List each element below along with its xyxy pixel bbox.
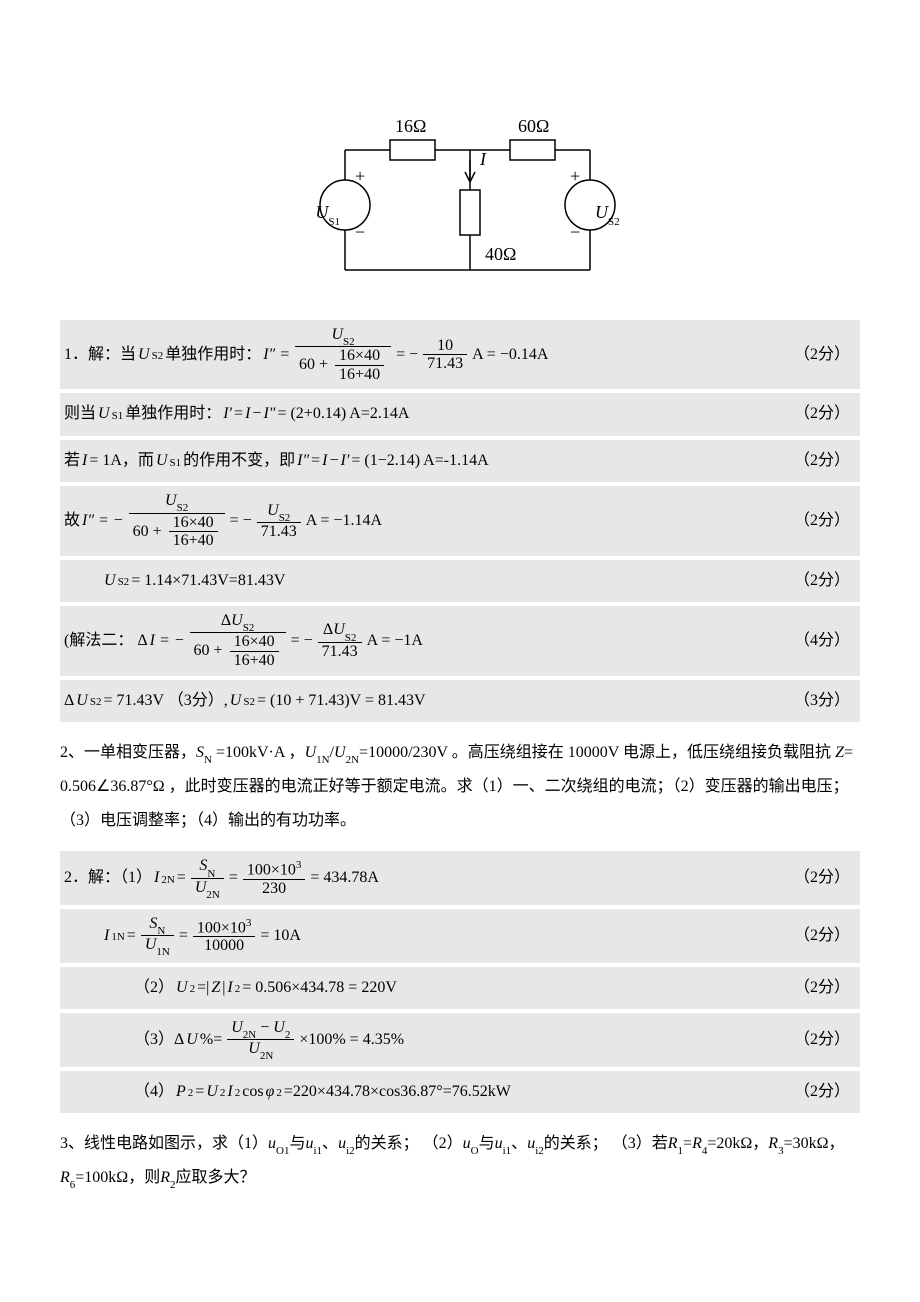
p1-row-3-content: 若I = 1A，而US1 的作用不变，即 I″ = I − I′ = (1−2.…	[64, 446, 489, 476]
circuit-diagram: 16Ω 60Ω 40Ω I + − + − US1 US2	[295, 110, 625, 300]
den: 60 + 16×4016+40	[129, 514, 225, 550]
score: （2分）	[778, 399, 850, 429]
label-r-mid: 40Ω	[485, 244, 516, 264]
text: = −	[230, 506, 252, 536]
circuit-diagram-container: 16Ω 60Ω 40Ω I + − + − US1 US2	[60, 110, 860, 300]
p1-row-5-content: US2 = 1.14×71.43V=81.43V	[64, 566, 285, 596]
score: （2分）	[778, 973, 850, 1003]
problem-1-solution: 1．解：当 US2 单独作用时： I″ = US2 60 + 16×4016+4…	[60, 320, 860, 722]
label-r-top-left: 16Ω	[395, 116, 426, 136]
score: （2分）	[778, 446, 850, 476]
den: 60 + 16×4016+40	[190, 633, 286, 669]
label-current-i: I	[479, 149, 487, 169]
sym-sub: S2	[152, 346, 164, 367]
den: 60 + 16×4016+40	[295, 347, 391, 383]
score: （4分）	[778, 626, 850, 656]
score: （2分）	[778, 1025, 850, 1055]
score: （3分）	[778, 686, 850, 716]
us2-minus: −	[570, 222, 580, 242]
den: 71.43	[318, 643, 362, 661]
text: = −	[396, 340, 418, 370]
text: (解法二： Δ	[64, 626, 148, 656]
p2-row-5-content: （4）P2=U2I2cosφ2=220×434.78×cos36.87°=76.…	[64, 1077, 511, 1107]
p1-row-6-content: (解法二： Δ I = − ΔUS2 60 + 16×4016+40 = − Δ…	[64, 612, 423, 669]
den: 71.43	[257, 523, 301, 541]
text: I″ = −	[82, 506, 124, 536]
p2-row-1-content: 2．解：（1）I2N= SNU2N = 100×103230 = 434.78A	[64, 857, 379, 899]
text: A = −0.14A	[472, 340, 548, 370]
problem-2-statement: 2、一单相变压器，SN =100kV·A ，U1N/U2N=10000/230V…	[60, 736, 860, 837]
p2-row-2-content: I1N= SNU1N = 100×10310000 = 10A	[64, 915, 301, 957]
score: （2分）	[778, 1077, 850, 1107]
p1-row-4: 故 I″ = − US2 60 + 16×4016+40 = − US2 71.…	[60, 486, 860, 555]
p2-row-2: I1N= SNU1N = 100×10310000 = 10A （2分）	[60, 909, 860, 963]
text: I = −	[150, 626, 185, 656]
text: I″ =	[263, 340, 290, 370]
p2-row-3-content: （2）U2=|Z| I2 = 0.506×434.78 = 220V	[64, 973, 397, 1003]
p2-row-5: （4）P2=U2I2cosφ2=220×434.78×cos36.87°=76.…	[60, 1071, 860, 1113]
p2-row-4-content: （3）ΔU%= U2N − U2U2N ×100% = 4.35%	[64, 1019, 404, 1061]
num: US2	[263, 502, 294, 522]
us1-minus: −	[355, 222, 365, 242]
fraction: ΔUS2 60 + 16×4016+40	[190, 612, 286, 669]
text: A = −1.14A	[306, 506, 382, 536]
fraction: US2 71.43	[257, 502, 301, 541]
score: （2分）	[778, 566, 850, 596]
fraction: US2 60 + 16×4016+40	[129, 492, 225, 549]
num: US2	[327, 326, 358, 346]
text: = −	[291, 626, 313, 656]
p2-row-3: （2）U2=|Z| I2 = 0.506×434.78 = 220V （2分）	[60, 967, 860, 1009]
us2-plus: +	[570, 166, 580, 186]
p1-row-4-content: 故 I″ = − US2 60 + 16×4016+40 = − US2 71.…	[64, 492, 382, 549]
p1-row-5: US2 = 1.14×71.43V=81.43V （2分）	[60, 560, 860, 602]
p1-row-2-content: 则当US1 单独作用时：I′ = I − I″ = (2+0.14) A=2.1…	[64, 399, 409, 429]
sym-u: U	[138, 340, 150, 370]
p1-row-3: 若I = 1A，而US1 的作用不变，即 I″ = I − I′ = (1−2.…	[60, 440, 860, 482]
text: 1．解：当	[64, 340, 136, 370]
score: （2分）	[778, 863, 850, 893]
num: ΔUS2	[319, 621, 360, 641]
num: 10	[433, 337, 457, 355]
fraction: ΔUS2 71.43	[318, 621, 362, 660]
p1-row-7-content: ΔUS2 = 71.43V （3分）,US2 = (10 + 71.43)V =…	[64, 686, 426, 716]
fraction: 10 71.43	[423, 337, 467, 373]
problem-3-statement: 3、线性电路如图示，求（1）uO1与ui1、ui2的关系； （2）uO与ui1、…	[60, 1127, 860, 1196]
label-r-top-right: 60Ω	[518, 116, 549, 136]
text: A = −1A	[367, 626, 423, 656]
score: （2分）	[778, 340, 850, 370]
p1-row-1-content: 1．解：当 US2 单独作用时： I″ = US2 60 + 16×4016+4…	[64, 326, 548, 383]
p2-row-1: 2．解：（1）I2N= SNU2N = 100×103230 = 434.78A…	[60, 851, 860, 905]
problem-2-solution: 2．解：（1）I2N= SNU2N = 100×103230 = 434.78A…	[60, 851, 860, 1112]
score: （2分）	[778, 921, 850, 951]
p2-row-4: （3）ΔU%= U2N − U2U2N ×100% = 4.35% （2分）	[60, 1013, 860, 1067]
p1-row-2: 则当US1 单独作用时：I′ = I − I″ = (2+0.14) A=2.1…	[60, 393, 860, 435]
label-us2: US2	[595, 195, 625, 225]
num: US2	[161, 492, 192, 512]
fraction: US2 60 + 16×4016+40	[295, 326, 391, 383]
text: 故	[64, 506, 80, 536]
num: ΔUS2	[217, 612, 258, 632]
label-us1: US1	[295, 195, 340, 225]
p1-row-7: ΔUS2 = 71.43V （3分）,US2 = (10 + 71.43)V =…	[60, 680, 860, 722]
text: 单独作用时：	[165, 340, 261, 370]
p1-row-6: (解法二： Δ I = − ΔUS2 60 + 16×4016+40 = − Δ…	[60, 606, 860, 675]
den: 71.43	[423, 355, 467, 373]
document-page: 16Ω 60Ω 40Ω I + − + − US1 US2 1．解：当 US2	[0, 0, 920, 1302]
p1-row-1: 1．解：当 US2 单独作用时： I″ = US2 60 + 16×4016+4…	[60, 320, 860, 389]
score: （2分）	[778, 506, 850, 536]
us1-plus: +	[355, 166, 365, 186]
